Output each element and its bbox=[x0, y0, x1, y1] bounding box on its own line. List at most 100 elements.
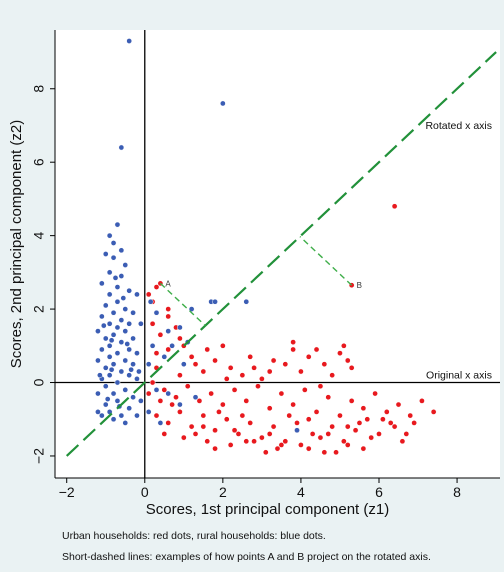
urban-point bbox=[395, 401, 402, 408]
urban-point bbox=[286, 412, 293, 419]
rural-point bbox=[153, 387, 160, 393]
urban-point bbox=[200, 368, 207, 375]
rural-point bbox=[114, 379, 121, 386]
x-tick-label: 4 bbox=[297, 484, 305, 500]
urban-point bbox=[411, 420, 417, 426]
urban-point bbox=[298, 368, 304, 375]
urban-point bbox=[235, 431, 242, 437]
rural-point bbox=[122, 387, 129, 393]
urban-point bbox=[282, 438, 289, 445]
rural-point bbox=[110, 390, 117, 397]
rural-point bbox=[100, 322, 107, 329]
urban-point bbox=[216, 409, 222, 415]
rural-point bbox=[130, 335, 136, 342]
rural-point bbox=[177, 324, 183, 331]
urban-point bbox=[251, 438, 257, 445]
rural-point bbox=[106, 353, 113, 360]
urban-point bbox=[188, 353, 195, 360]
urban-point bbox=[243, 438, 250, 445]
rural-point bbox=[126, 38, 133, 44]
urban-point bbox=[177, 372, 183, 379]
urban-point bbox=[231, 387, 238, 393]
rural-point bbox=[114, 298, 121, 305]
rural-point bbox=[161, 353, 168, 360]
urban-point bbox=[220, 401, 226, 408]
rural-point bbox=[110, 309, 117, 316]
urban-point bbox=[329, 372, 335, 379]
rural-point bbox=[106, 342, 113, 349]
urban-point bbox=[309, 431, 316, 437]
urban-point bbox=[157, 398, 164, 404]
urban-point bbox=[239, 372, 246, 379]
rural-point bbox=[130, 394, 136, 401]
urban-point bbox=[341, 342, 347, 349]
urban-point bbox=[212, 427, 218, 434]
urban-point bbox=[161, 431, 168, 437]
urban-point bbox=[153, 284, 160, 290]
rural-point bbox=[97, 372, 103, 379]
urban-point bbox=[259, 434, 265, 441]
rural-point bbox=[104, 396, 111, 402]
rural-point bbox=[128, 366, 134, 373]
urban-point bbox=[290, 401, 296, 408]
urban-point bbox=[403, 431, 410, 437]
urban-point bbox=[407, 412, 414, 419]
rural-point bbox=[118, 339, 125, 345]
rural-point bbox=[102, 335, 109, 342]
rural-point bbox=[108, 337, 115, 344]
urban-point bbox=[161, 387, 168, 393]
rural-point bbox=[118, 368, 125, 375]
y-axis-label: Scores, 2nd principal component (z2) bbox=[8, 120, 25, 368]
urban-point bbox=[223, 416, 230, 423]
urban-point bbox=[305, 416, 312, 423]
urban-point bbox=[165, 306, 172, 312]
urban-point bbox=[231, 427, 238, 434]
urban-point bbox=[251, 364, 257, 371]
urban-point bbox=[259, 376, 265, 382]
urban-point bbox=[391, 203, 398, 210]
point-label-A: A bbox=[165, 279, 171, 288]
rural-point bbox=[114, 324, 121, 331]
urban-point bbox=[188, 423, 195, 430]
rural-point bbox=[126, 405, 133, 412]
projection-line-B bbox=[299, 236, 353, 286]
urban-point bbox=[344, 357, 351, 364]
rural-point bbox=[212, 298, 218, 305]
rural-point bbox=[136, 368, 142, 375]
urban-point bbox=[325, 431, 332, 437]
urban-point bbox=[305, 445, 312, 452]
urban-point bbox=[341, 438, 347, 445]
rural-point bbox=[134, 291, 140, 298]
urban-point bbox=[360, 445, 367, 452]
urban-point bbox=[165, 420, 172, 426]
urban-point bbox=[360, 405, 367, 412]
rural-point bbox=[98, 412, 105, 419]
urban-point bbox=[430, 409, 437, 415]
urban-point bbox=[262, 449, 269, 456]
rural-point bbox=[122, 357, 129, 364]
rural-point bbox=[188, 306, 195, 312]
urban-point bbox=[399, 438, 406, 445]
urban-point bbox=[333, 449, 339, 456]
urban-point bbox=[266, 368, 273, 375]
rural-point bbox=[126, 287, 133, 294]
rural-point bbox=[294, 427, 300, 434]
urban-point bbox=[301, 387, 308, 393]
rural-point bbox=[157, 420, 164, 426]
rural-point bbox=[106, 232, 113, 239]
rural-point bbox=[145, 361, 152, 368]
urban-point bbox=[380, 416, 386, 423]
rural-point bbox=[124, 341, 131, 347]
rural-point bbox=[102, 251, 109, 257]
urban-point bbox=[337, 350, 343, 356]
rotated-x-axis-line bbox=[65, 51, 497, 457]
rural-point bbox=[102, 401, 109, 408]
urban-point bbox=[247, 353, 254, 360]
urban-point bbox=[294, 420, 300, 426]
rural-point bbox=[110, 254, 117, 261]
y-tick-label: −2 bbox=[31, 448, 47, 464]
urban-point bbox=[348, 398, 355, 404]
urban-point bbox=[348, 364, 355, 371]
rural-point bbox=[108, 366, 115, 373]
urban-point bbox=[165, 313, 172, 320]
